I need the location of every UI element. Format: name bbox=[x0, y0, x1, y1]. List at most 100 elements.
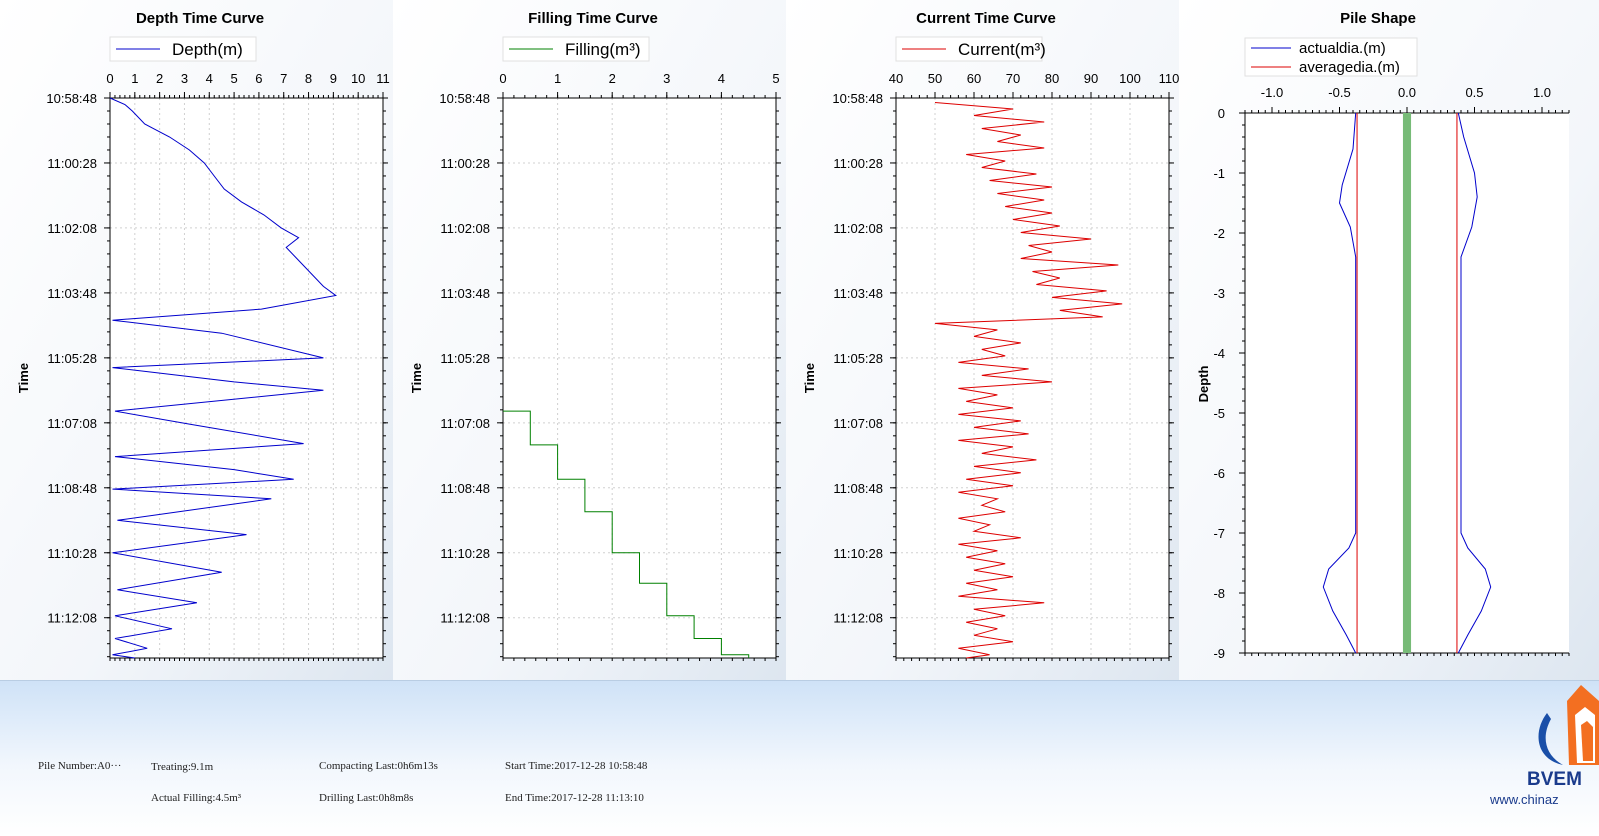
legend-label: Current(m³) bbox=[958, 40, 1046, 59]
y-tick-label: 11:08:48 bbox=[47, 481, 97, 496]
y-tick-label: 11:10:28 bbox=[833, 546, 883, 561]
chart-depth: 0 1 2 3 4 5 6 7 8 9 10 11 10:58:48 11:00:28 11:02:08 11… bbox=[0, 0, 393, 680]
series-line bbox=[934, 102, 1123, 659]
chart-title: Current Time Curve bbox=[916, 10, 1056, 27]
end-time-text: End Time:2017-12-28 11:13:10 bbox=[505, 792, 644, 804]
y-tick-label: -3 bbox=[1213, 286, 1225, 301]
legend-label: averagedia.(m) bbox=[1299, 59, 1400, 76]
x-tick-label: 2 bbox=[609, 71, 616, 86]
y-tick-label: -8 bbox=[1213, 586, 1225, 601]
y-tick-label: 11:12:08 bbox=[440, 611, 490, 626]
y-axis-label: Time bbox=[16, 363, 31, 393]
actual-filling-text: Actual Filling:4.5m³ bbox=[151, 792, 242, 804]
chart-filling-panel: 0 1 2 3 4 5 10:58:48 11:00:28 11:02:08 11:03:48 11… bbox=[393, 0, 786, 680]
y-tick-label: 11:05:28 bbox=[440, 351, 490, 366]
x-tick-label: 100 bbox=[1119, 71, 1141, 86]
y-tick-label: 0 bbox=[1218, 106, 1225, 121]
y-tick-label: 11:05:28 bbox=[833, 351, 883, 366]
chart-current-panel: 40 50 60 70 80 90 100 110 10:58:48 11:00:28 11:02:… bbox=[786, 0, 1179, 680]
y-tick-label: 10:58:48 bbox=[439, 91, 490, 106]
brand-logo bbox=[1538, 685, 1599, 765]
x-tick-label: 0.5 bbox=[1465, 85, 1483, 100]
pile-number-text: Pile Number:A0··· bbox=[38, 760, 122, 772]
y-tick-label: 11:08:48 bbox=[440, 481, 490, 496]
x-tick-label: 4 bbox=[718, 71, 725, 86]
y-tick-label: 11:00:28 bbox=[833, 156, 883, 171]
center-band bbox=[1402, 113, 1412, 653]
x-tick-label: 40 bbox=[889, 71, 903, 86]
x-tick-label: 8 bbox=[305, 71, 312, 86]
info-footer: Pile Number:A0··· Treating:9.1m Actual F… bbox=[0, 680, 1599, 836]
chart-pile-panel: -1.0 -0.5 0.0 0.5 1.0 0 -1 -2 -3 -4 -5 -6 -7 -8 -9 Pile… bbox=[1179, 0, 1599, 680]
y-tick-label: 11:08:48 bbox=[833, 481, 883, 496]
x-tick-label: 90 bbox=[1084, 71, 1098, 86]
x-tick-label: 0 bbox=[499, 71, 506, 86]
actual-diameter-line bbox=[1457, 112, 1492, 654]
chart-title: Depth Time Curve bbox=[136, 10, 264, 27]
series-line bbox=[109, 97, 338, 659]
x-tick-label: 3 bbox=[663, 71, 670, 86]
y-tick-label: 11:03:48 bbox=[833, 286, 883, 301]
plot-area bbox=[110, 98, 383, 658]
y-tick-label: -1 bbox=[1213, 166, 1225, 181]
y-tick-label: 11:02:08 bbox=[440, 221, 490, 236]
x-tick-label: 10 bbox=[351, 71, 365, 86]
x-tick-label: 2 bbox=[156, 71, 163, 86]
x-tick-label: 50 bbox=[928, 71, 942, 86]
plot-area bbox=[896, 98, 1169, 658]
x-tick-label: 6 bbox=[255, 71, 262, 86]
y-tick-label: -4 bbox=[1213, 346, 1225, 361]
y-tick-label: 11:12:08 bbox=[833, 611, 883, 626]
x-tick-label: 0.0 bbox=[1398, 85, 1416, 100]
y-tick-label: 11:02:08 bbox=[833, 221, 883, 236]
y-tick-label: 11:03:48 bbox=[47, 286, 97, 301]
y-tick-label: -7 bbox=[1213, 526, 1225, 541]
chart-current: 40 50 60 70 80 90 100 110 10:58:48 11:00:28 11:02:… bbox=[786, 0, 1179, 680]
y-tick-label: -2 bbox=[1213, 226, 1225, 241]
x-tick-label: 4 bbox=[206, 71, 213, 86]
x-tick-label: 5 bbox=[772, 71, 779, 86]
y-tick-label: 11:10:28 bbox=[47, 546, 97, 561]
x-tick-label: 1 bbox=[554, 71, 561, 86]
y-tick-label: 11:02:08 bbox=[47, 221, 97, 236]
x-tick-label: 5 bbox=[230, 71, 237, 86]
legend-label: Depth(m) bbox=[172, 40, 243, 59]
x-tick-label: 1.0 bbox=[1533, 85, 1551, 100]
y-tick-label: 11:12:08 bbox=[47, 611, 97, 626]
drilling-last-text: Drilling Last:0h8m8s bbox=[319, 792, 414, 804]
chart-title: Pile Shape bbox=[1340, 10, 1416, 27]
legend-label: actualdia.(m) bbox=[1299, 40, 1386, 57]
actual-diameter-line bbox=[1322, 112, 1357, 654]
plot-frame bbox=[502, 97, 777, 659]
chart-title: Filling Time Curve bbox=[528, 10, 658, 27]
y-tick-label: 11:05:28 bbox=[47, 351, 97, 366]
x-tick-label: -0.5 bbox=[1328, 85, 1350, 100]
y-tick-label: 11:00:28 bbox=[47, 156, 97, 171]
brand-website: www.chinaz bbox=[1490, 792, 1559, 807]
plot-frame bbox=[109, 97, 384, 659]
x-tick-label: 7 bbox=[280, 71, 287, 86]
y-tick-label: -5 bbox=[1213, 406, 1225, 421]
y-axis-label: Time bbox=[802, 363, 817, 393]
legend-box bbox=[1244, 37, 1418, 77]
y-axis-label: Depth bbox=[1196, 366, 1211, 403]
treating-text: Treating:9.1m bbox=[151, 761, 214, 773]
x-tick-label: 60 bbox=[967, 71, 981, 86]
x-tick-label: 0 bbox=[106, 71, 113, 86]
x-tick-label: 9 bbox=[330, 71, 337, 86]
y-tick-label: 10:58:48 bbox=[46, 91, 97, 106]
legend-label: Filling(m³) bbox=[565, 40, 641, 59]
series-line bbox=[503, 410, 750, 658]
y-tick-label: 11:07:08 bbox=[47, 416, 97, 431]
chart-filling: 0 1 2 3 4 5 10:58:48 11:00:28 11:02:08 11:03:48 11… bbox=[393, 0, 786, 680]
chart-depth-panel: 0 1 2 3 4 5 6 7 8 9 10 11 10:58:48 11:00:28 11:02:08 11… bbox=[0, 0, 393, 680]
y-tick-label: 11:07:08 bbox=[833, 416, 883, 431]
compacting-last-text: Compacting Last:0h6m13s bbox=[319, 760, 438, 772]
y-tick-label: 11:00:28 bbox=[440, 156, 490, 171]
y-tick-label: 11:10:28 bbox=[440, 546, 490, 561]
x-tick-label: 70 bbox=[1006, 71, 1020, 86]
x-tick-label: -1.0 bbox=[1261, 85, 1283, 100]
y-tick-label: -6 bbox=[1213, 466, 1225, 481]
start-time-text: Start Time:2017-12-28 10:58:48 bbox=[505, 760, 648, 772]
chart-pile: -1.0 -0.5 0.0 0.5 1.0 0 -1 -2 -3 -4 -5 -6 -7 -8 -9 Pile… bbox=[1179, 0, 1599, 680]
